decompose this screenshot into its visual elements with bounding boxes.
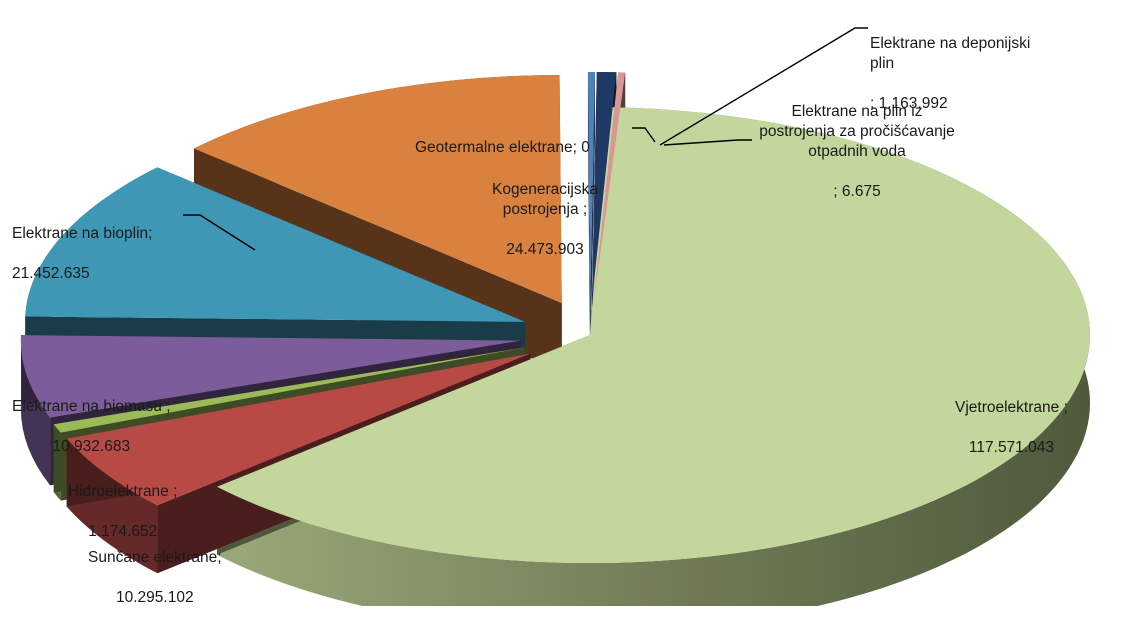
slice-value: 6.675: [841, 183, 881, 200]
slice-edge-geotermalne-elektrane-0: [587, 72, 591, 369]
leader-line-bioplin: [183, 214, 256, 251]
pie-slice-suncane-elektrane: [66, 353, 531, 506]
slice-name: Kogeneracijska postrojenja: [492, 181, 598, 218]
slice-value: 21.452.635: [12, 265, 90, 282]
data-label-hidroelektrane: Hidroelektrane ; 1.174.652: [68, 483, 178, 540]
data-label-elektrane-na-bioplin: Elektrane na bioplin; 21.452.635: [12, 204, 152, 304]
data-label-geotermalne-elektrane: Geotermalne elektrane; 0: [415, 139, 590, 156]
pie-chart-svg: [20, 27, 1090, 628]
pie-slice-elektrane-na-plin-iz-postrojenja-za-prociscavanje-otpadnih-voda: [593, 72, 626, 301]
slice-value: 1.174.652: [88, 523, 158, 540]
pie-chart: Vjetroelektrane ; 117.571.043 Sunčane el…: [12, 14, 1090, 628]
slice-value: 1.163.992: [878, 95, 948, 112]
pie-slice-geotermalne-elektrane: [587, 72, 595, 301]
data-label-suncane-elektrane: Sunčane elektrane; 10.295.102: [88, 528, 222, 628]
pie-slice-kogeneracijska-postrojenja: [193, 74, 562, 303]
slice-name: Geotermalne elektrane: [415, 139, 573, 156]
leader-lines: [183, 27, 868, 251]
slice-name: Elektrane na biomasu: [12, 398, 162, 415]
leader-line-geotermalne: [632, 127, 656, 143]
slice-side-vjetroelektrane: [216, 107, 1090, 628]
pie-slice-elektrane-na-biomasu: [20, 335, 521, 418]
data-label-kogeneracijska-postrojenja: Kogeneracijska postrojenja ; 24.473.903: [470, 160, 620, 280]
slice-name: Elektrane na bioplin;: [12, 225, 153, 242]
pie-slice-vjetroelektrane: [216, 107, 1090, 564]
slice-value: 24.473.903: [506, 241, 584, 258]
slice-value: 10.932.683: [52, 438, 131, 455]
slice-name: Sunčane elektrane;: [88, 549, 222, 566]
slice-value: 0: [581, 139, 590, 156]
leader-line-otpadne-vode: [663, 139, 752, 146]
pie-slice-elektrane-na-deponijski-plin: [592, 72, 617, 301]
slice-name: Elektrane na plin iz postrojenja za proč…: [759, 103, 955, 160]
leader-line-deponijski-plin: [659, 27, 868, 146]
slice-name: Hidroelektrane: [68, 483, 169, 500]
slice-value: 117.571.043: [968, 439, 1054, 456]
data-label-elektrane-na-plin-iz-postrojenja: Elektrane na plin iz postrojenja za proč…: [752, 82, 962, 222]
pie-slice-elektrane-na-bioplin: [25, 167, 526, 322]
data-label-elektrane-na-deponijski-plin: Elektrane na deponijski plin ; 1.163.992: [870, 14, 1050, 134]
data-label-elektrane-na-biomasu: Elektrane na biomasu ; 10.932.683: [12, 398, 171, 455]
slice-tops: [20, 72, 1090, 564]
slice-value: 10.295.102: [116, 589, 194, 606]
slice-name: Vjetroelektrane: [955, 399, 1060, 416]
slice-side-elektrane-na-biomasu: [20, 335, 51, 486]
slice-edge-geotermalne-elektrane-1: [590, 72, 595, 369]
pie-slice-hidroelektrane: [53, 347, 525, 433]
data-label-vjetroelektrane: Vjetroelektrane ; 117.571.043: [955, 399, 1068, 456]
slice-name: Elektrane na deponijski plin: [870, 35, 1031, 72]
